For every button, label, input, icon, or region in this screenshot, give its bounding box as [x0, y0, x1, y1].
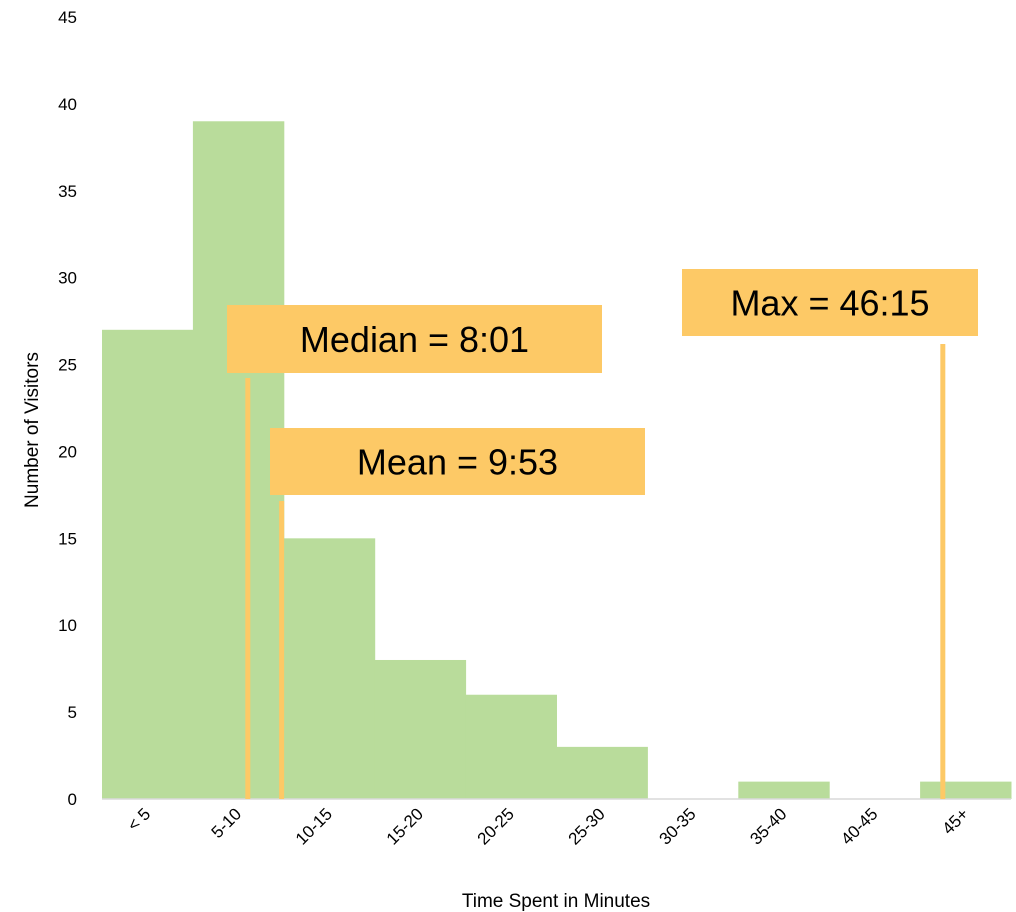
y-tick-label: 5	[68, 703, 77, 722]
x-tick-label: 20-25	[474, 804, 518, 848]
bar-3	[374, 659, 467, 799]
x-axis-ticks: < 5 5-10 10-15 15-20 20-25 25-30 30-35 35-40 40-…	[124, 804, 973, 848]
annotations-group: Median = 8:01 Mean = 9:53 Max = 46:15	[227, 269, 978, 799]
y-axis-ticks: 0 5 10 15 20 25 30 35 40 45	[58, 8, 77, 809]
bars-group	[102, 121, 1012, 800]
max-callout-box	[682, 269, 978, 336]
median-callout-label: Median = 8:01	[300, 319, 529, 360]
max-callout-label: Max = 46:15	[730, 283, 929, 324]
bar-5	[556, 746, 648, 799]
x-tick-label: 25-30	[565, 804, 609, 848]
mean-callout-box	[270, 428, 645, 495]
y-tick-label: 15	[58, 529, 77, 548]
median-callout-box	[227, 305, 602, 373]
y-tick-label: 45	[58, 8, 77, 27]
y-tick-label: 40	[58, 95, 77, 114]
bar-9	[920, 781, 1012, 799]
x-tick-label: 10-15	[292, 804, 336, 848]
mean-callout-label: Mean = 9:53	[357, 442, 558, 483]
y-tick-label: 10	[58, 616, 77, 635]
y-tick-label: 35	[58, 182, 77, 201]
bar-2	[283, 538, 376, 799]
y-tick-label: 20	[58, 442, 77, 461]
x-tick-label: 35-40	[746, 804, 790, 848]
x-tick-label: 5-10	[208, 804, 245, 841]
x-tick-label: 40-45	[837, 804, 881, 848]
bar-4	[465, 694, 557, 799]
x-tick-label: 45+	[939, 804, 973, 838]
y-axis-title: Number of Visitors	[22, 352, 43, 508]
y-tick-label: 0	[68, 790, 77, 809]
bar-0	[102, 329, 194, 799]
x-tick-label: 30-35	[655, 804, 699, 848]
x-tick-label: < 5	[124, 804, 154, 834]
bar-7	[738, 781, 830, 799]
bar-1	[192, 121, 285, 800]
y-tick-label: 30	[58, 269, 77, 288]
x-axis-title: Time Spent in Minutes	[462, 891, 650, 912]
x-tick-label: 15-20	[383, 804, 427, 848]
y-tick-label: 25	[58, 356, 77, 375]
